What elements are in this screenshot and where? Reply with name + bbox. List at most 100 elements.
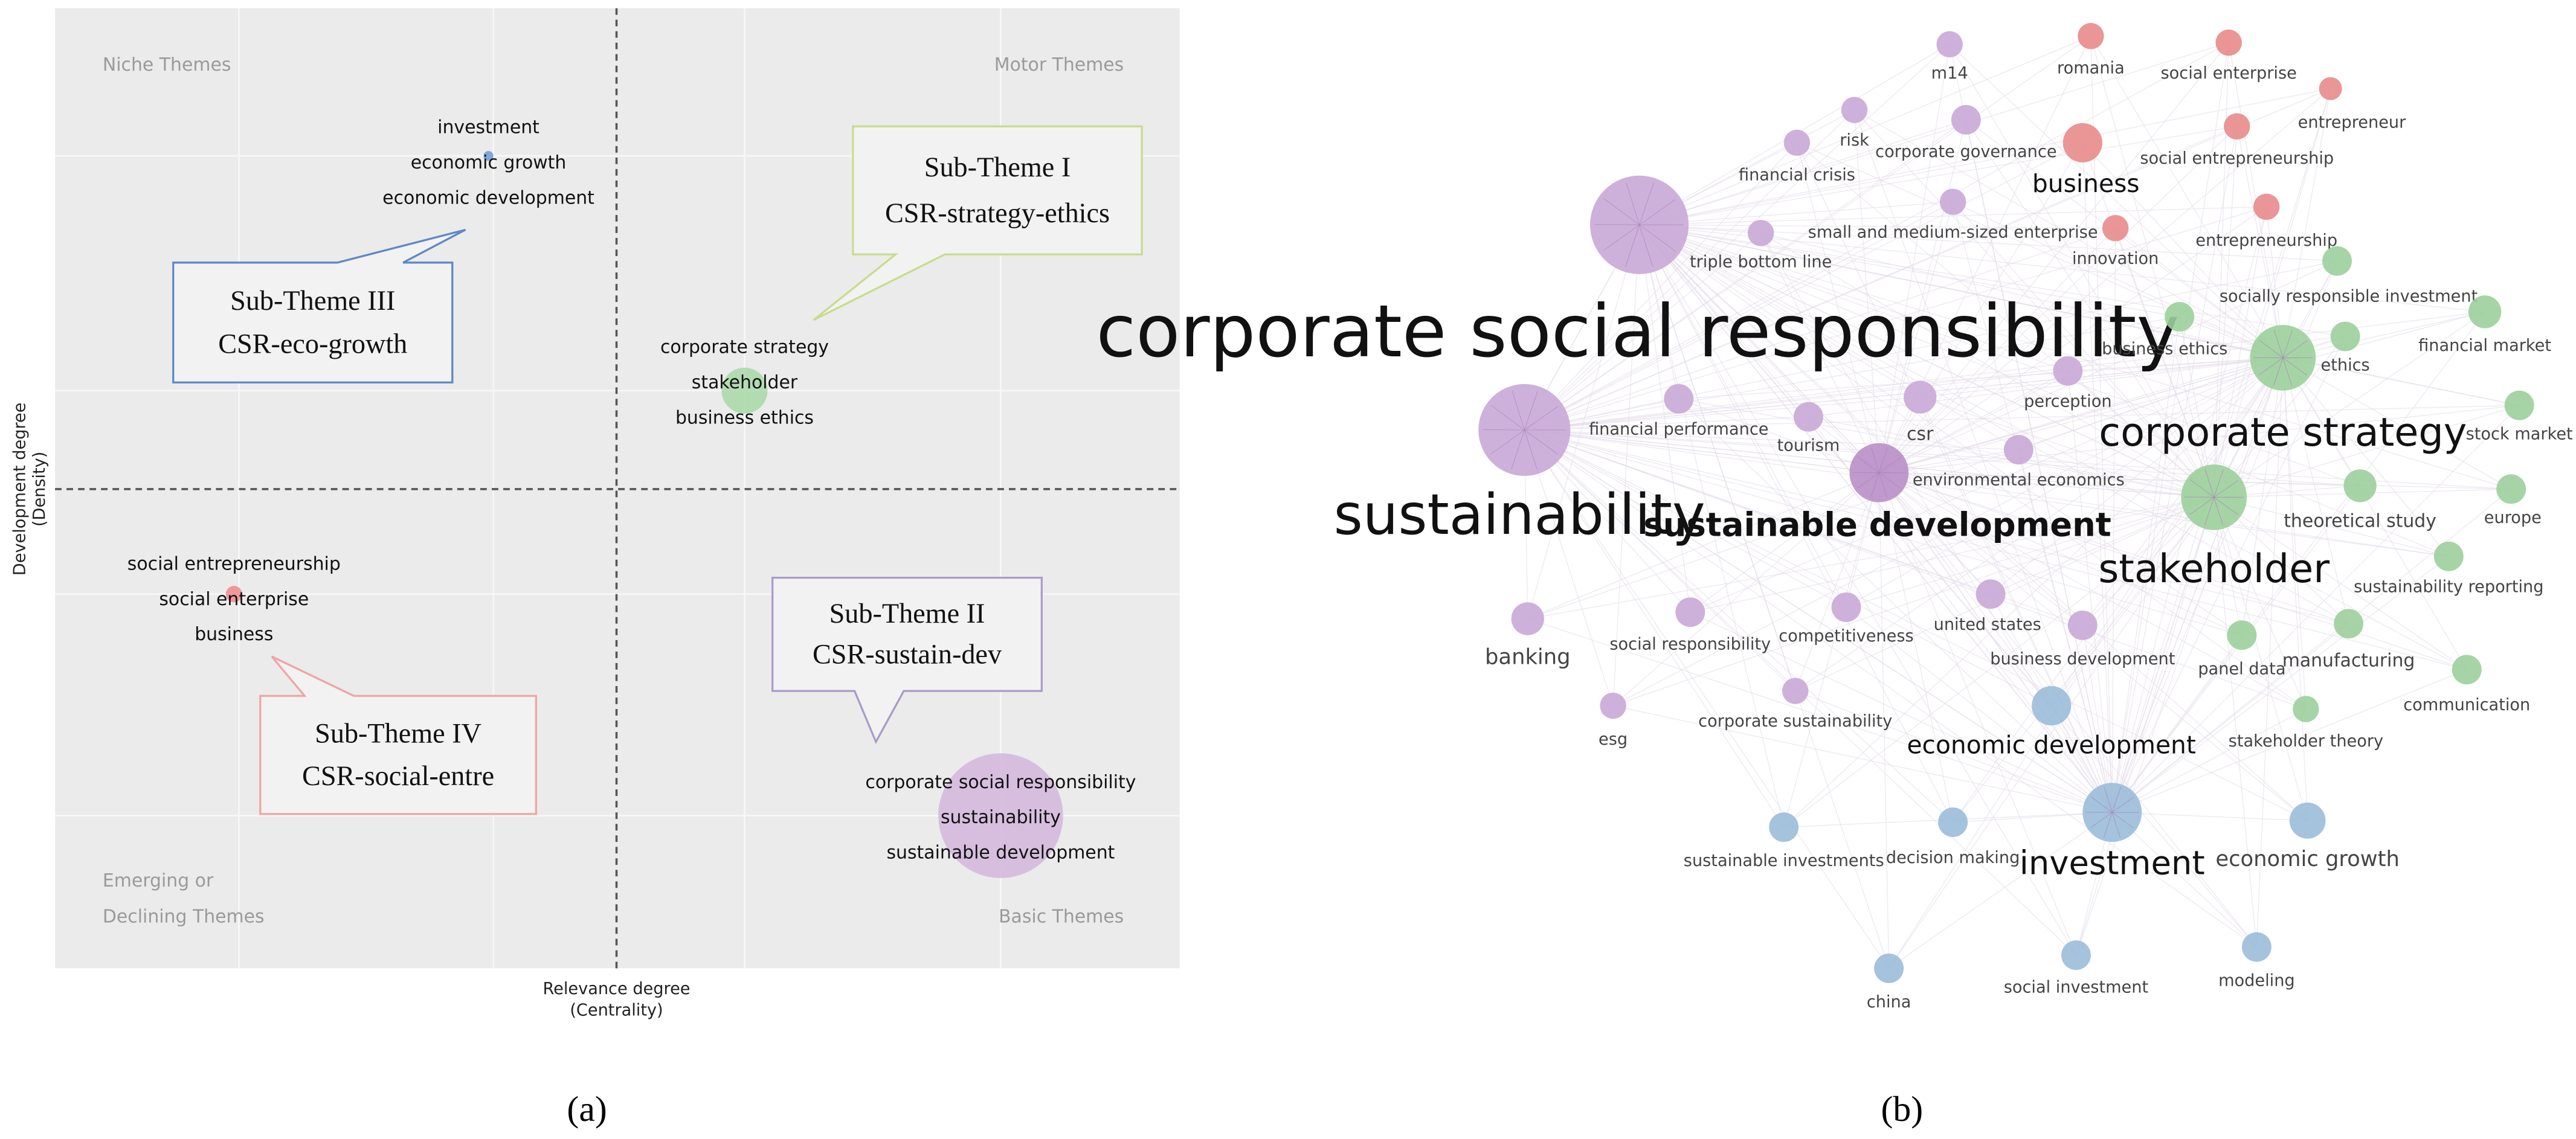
network-edge [1639, 36, 2091, 225]
node-spoke [2204, 469, 2215, 498]
network-edge [2111, 405, 2520, 813]
network-edge [1965, 120, 2113, 813]
network-node [2343, 469, 2377, 502]
network-node [2003, 435, 2033, 465]
network-edge [1639, 224, 2520, 406]
y-axis-label: Development degree [11, 403, 30, 576]
network-edge [1524, 429, 1847, 608]
network-node [2078, 23, 2104, 50]
node-label: decision making [1886, 849, 2020, 867]
network-node [2319, 77, 2342, 100]
network-edge [1878, 472, 2083, 626]
network-edge [1639, 224, 2485, 313]
network-edge [2282, 357, 2511, 490]
callout-box [259, 655, 537, 815]
caption: (b) [1881, 1089, 1924, 1129]
network-edge [1639, 206, 2267, 225]
node-spoke [1524, 429, 1558, 455]
network-node [1769, 812, 1799, 842]
network-edge [1797, 142, 2215, 498]
node-label: sustainable development [1643, 505, 2111, 544]
network-edge [2214, 42, 2229, 498]
network-edge [1524, 429, 2052, 707]
network-edge [1797, 142, 2284, 359]
network-edge [1639, 201, 1953, 225]
network-edge [1524, 429, 1614, 706]
cluster-bubble [483, 151, 494, 161]
node-label: business ethics [2102, 339, 2227, 358]
network-edge [1524, 233, 1762, 431]
node-spoke [2282, 357, 2307, 376]
network-edge [1878, 126, 2238, 473]
network-edge [1878, 44, 1950, 473]
network-edge [1524, 429, 1879, 473]
network-edge [1889, 358, 2284, 969]
network-edge [1524, 36, 2091, 431]
node-label: m14 [1931, 64, 1968, 83]
network-edge [1846, 496, 2214, 608]
network-edge [2090, 36, 2113, 813]
network-edge [1639, 142, 2083, 225]
callout-text: Sub-Theme IV [315, 717, 481, 748]
network-edge [1524, 429, 2349, 624]
network-node [1939, 188, 1966, 216]
network-edge [1524, 228, 2116, 431]
network-node [1664, 383, 1694, 414]
x-axis-label: Relevance degree [543, 980, 691, 998]
network-edge [2075, 358, 2284, 955]
network-edge [1639, 224, 2349, 624]
network-node [2330, 321, 2360, 351]
callout-text: CSR-strategy-ethics [885, 197, 1110, 228]
network-edge [2282, 357, 2449, 557]
network-edge [1639, 224, 2511, 490]
network-edge [2282, 358, 2467, 670]
network-edge [2214, 497, 2308, 821]
network-node [2241, 932, 2272, 962]
cluster-term: corporate strategy [660, 337, 829, 358]
node-label: innovation [2072, 249, 2159, 268]
node-spoke [2104, 787, 2113, 813]
network-edge [1690, 357, 2284, 613]
network-node [2433, 541, 2464, 571]
network-edge [1638, 224, 1954, 823]
node-spoke [2214, 480, 2239, 498]
network-edge [1524, 429, 2019, 451]
callout-box [813, 125, 1143, 321]
network-node [2032, 685, 2072, 726]
quadrant-label: Emerging or [103, 870, 214, 891]
network-edge [1639, 119, 1966, 225]
network-node [1841, 97, 1868, 123]
node-label: romania [2057, 59, 2125, 78]
network-edge [2214, 126, 2238, 498]
network-node [2322, 246, 2352, 276]
network-edge [1879, 405, 2520, 473]
network-edge [1878, 472, 2308, 821]
node-spoke [1870, 472, 1879, 498]
network-edge [2018, 449, 2113, 813]
node-spoke [1483, 429, 1525, 431]
network-edge [1527, 618, 2113, 813]
network-edge [1639, 224, 2243, 636]
callout-box [172, 228, 466, 383]
network-edge [1949, 43, 2284, 358]
network-edge [1879, 472, 2467, 670]
node-spoke [2090, 796, 2113, 813]
network-edge [1878, 202, 1954, 473]
node-label: sustainable investments [1684, 852, 1884, 870]
node-label: competitiveness [1779, 627, 1913, 646]
network-edge [1524, 316, 2180, 431]
network-edge [1638, 225, 1691, 612]
network-edge [1524, 357, 2283, 431]
network-edge [1953, 201, 2284, 359]
node-label: modeling [2218, 972, 2295, 990]
network-edge [1612, 225, 1640, 706]
network-edge [1690, 612, 2113, 813]
node-spoke [1626, 182, 1640, 225]
node-spoke [1639, 225, 1653, 268]
cluster-term: corporate social responsibility [865, 772, 1136, 793]
network-edge [1678, 357, 2283, 400]
network-edge [1796, 143, 1879, 473]
node-label: corporate governance [1875, 143, 2056, 161]
network-node [2289, 802, 2326, 839]
